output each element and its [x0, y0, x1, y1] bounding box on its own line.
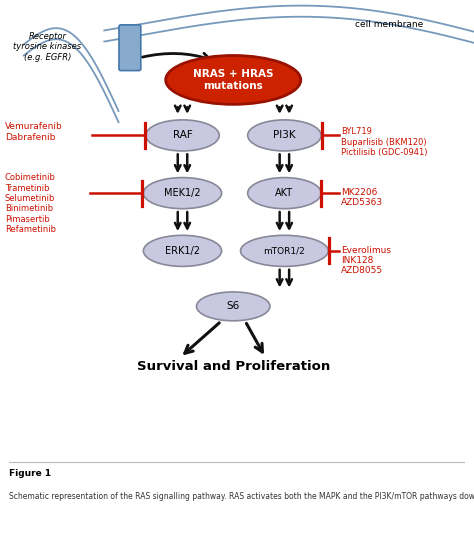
Text: Survival and Proliferation: Survival and Proliferation	[137, 360, 330, 373]
Ellipse shape	[166, 56, 301, 104]
Text: cell membrane: cell membrane	[355, 20, 423, 29]
Ellipse shape	[240, 235, 328, 266]
Text: AKT: AKT	[275, 188, 293, 198]
Text: RAF: RAF	[173, 130, 192, 140]
Text: Vemurafenib
Dabrafenib: Vemurafenib Dabrafenib	[5, 122, 63, 142]
Text: Everolimus
INK128
AZD8055: Everolimus INK128 AZD8055	[341, 245, 391, 275]
Text: S6: S6	[227, 301, 240, 311]
Text: Cobimetinib
Trametinib
Selumetinib
Binimetinib
Pimasertib
Refametinib: Cobimetinib Trametinib Selumetinib Binim…	[5, 173, 56, 234]
Text: mTOR1/2: mTOR1/2	[264, 246, 305, 255]
Ellipse shape	[247, 120, 321, 151]
Ellipse shape	[196, 292, 270, 321]
Text: MK2206
AZD5363: MK2206 AZD5363	[341, 188, 383, 207]
Text: ERK1/2: ERK1/2	[165, 246, 200, 256]
Text: Receptor
tyrosine kinases
(e.g. EGFR): Receptor tyrosine kinases (e.g. EGFR)	[13, 32, 82, 62]
Text: PI3K: PI3K	[273, 130, 296, 140]
Text: BYL719
Buparlisib (BKM120)
Pictilisib (GDC-0941): BYL719 Buparlisib (BKM120) Pictilisib (G…	[341, 128, 428, 157]
Text: NRAS + HRAS
mutations: NRAS + HRAS mutations	[193, 69, 273, 90]
Ellipse shape	[146, 120, 219, 151]
Text: MEK1/2: MEK1/2	[164, 188, 201, 198]
FancyBboxPatch shape	[119, 25, 141, 70]
Ellipse shape	[247, 178, 321, 209]
Text: Figure 1: Figure 1	[9, 468, 52, 477]
Text: Schematic representation of the RAS signalling pathway. RAS activates both the M: Schematic representation of the RAS sign…	[9, 492, 474, 501]
Ellipse shape	[143, 178, 222, 209]
Ellipse shape	[143, 235, 222, 266]
